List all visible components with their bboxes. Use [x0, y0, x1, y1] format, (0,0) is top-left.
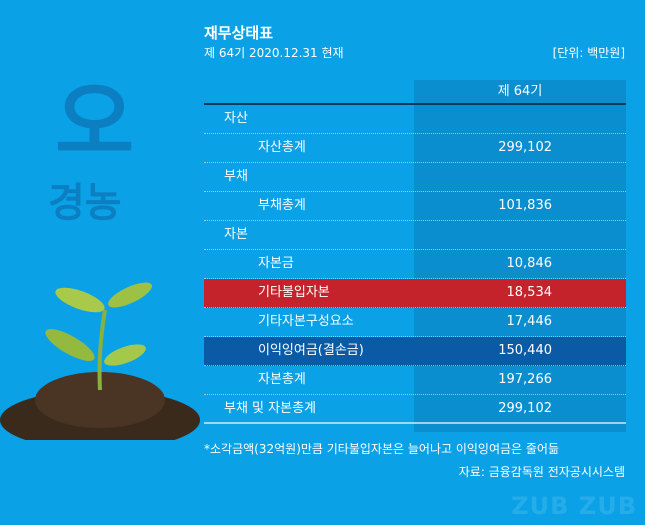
- row-label: 자본: [224, 227, 248, 242]
- table-row: 이익잉여금(결손금) 150,440: [204, 337, 626, 366]
- table-row: 자본금 10,846: [204, 250, 626, 279]
- table-row: 자산: [204, 105, 626, 134]
- unit-label: [단위: 백만원]: [552, 46, 625, 60]
- row-value: 299,102: [498, 140, 552, 155]
- footnote: *소각금액(32억원)만큼 기타불입자본은 늘어나고 이익잉여금은 줄어듦: [204, 442, 560, 456]
- logo-mark: 오: [55, 73, 135, 173]
- table-row: 부채 및 자본총계 299,102: [204, 395, 626, 424]
- period-subtitle: 제 64기 2020.12.31 현재: [204, 46, 344, 60]
- row-label: 자산총계: [258, 140, 306, 155]
- table-row: 부채: [204, 163, 626, 192]
- table-row: 부채총계 101,836: [204, 192, 626, 221]
- value-column-bg: [414, 80, 626, 432]
- row-label: 자본금: [258, 256, 294, 271]
- column-header: 제 64기: [497, 84, 543, 99]
- table-row: 자본총계 197,266: [204, 366, 626, 395]
- row-value: 197,266: [498, 372, 552, 387]
- row-value: 101,836: [498, 198, 552, 213]
- logo-name: 경농: [48, 180, 122, 226]
- row-label: 기타불입자본: [258, 285, 330, 300]
- row-value: 17,446: [506, 314, 553, 329]
- row-value: 10,846: [506, 256, 553, 271]
- row-value: 18,534: [506, 285, 553, 300]
- table-row: 자산총계 299,102: [204, 134, 626, 163]
- row-label: 부채 및 자본총계: [224, 401, 316, 416]
- header-divider: [204, 103, 626, 105]
- table-row: 기타불입자본 18,534: [204, 279, 626, 308]
- row-label: 자산: [224, 111, 248, 126]
- row-value: 299,102: [498, 401, 552, 416]
- source-label: 자료: 금융감독원 전자공시시스템: [458, 465, 625, 479]
- row-label: 부채: [224, 169, 248, 184]
- row-label: 기타자본구성요소: [258, 314, 354, 329]
- table-row: 기타자본구성요소 17,446: [204, 308, 626, 337]
- row-value: 150,440: [498, 343, 552, 358]
- page-title: 재무상태표: [204, 24, 274, 42]
- row-label: 부채총계: [258, 198, 306, 213]
- row-label: 이익잉여금(결손금): [258, 343, 364, 358]
- row-label: 자본총계: [258, 372, 306, 387]
- plant-image: [0, 282, 200, 440]
- table-row: 자본: [204, 221, 626, 250]
- watermark: ZUB ZUB: [511, 492, 637, 520]
